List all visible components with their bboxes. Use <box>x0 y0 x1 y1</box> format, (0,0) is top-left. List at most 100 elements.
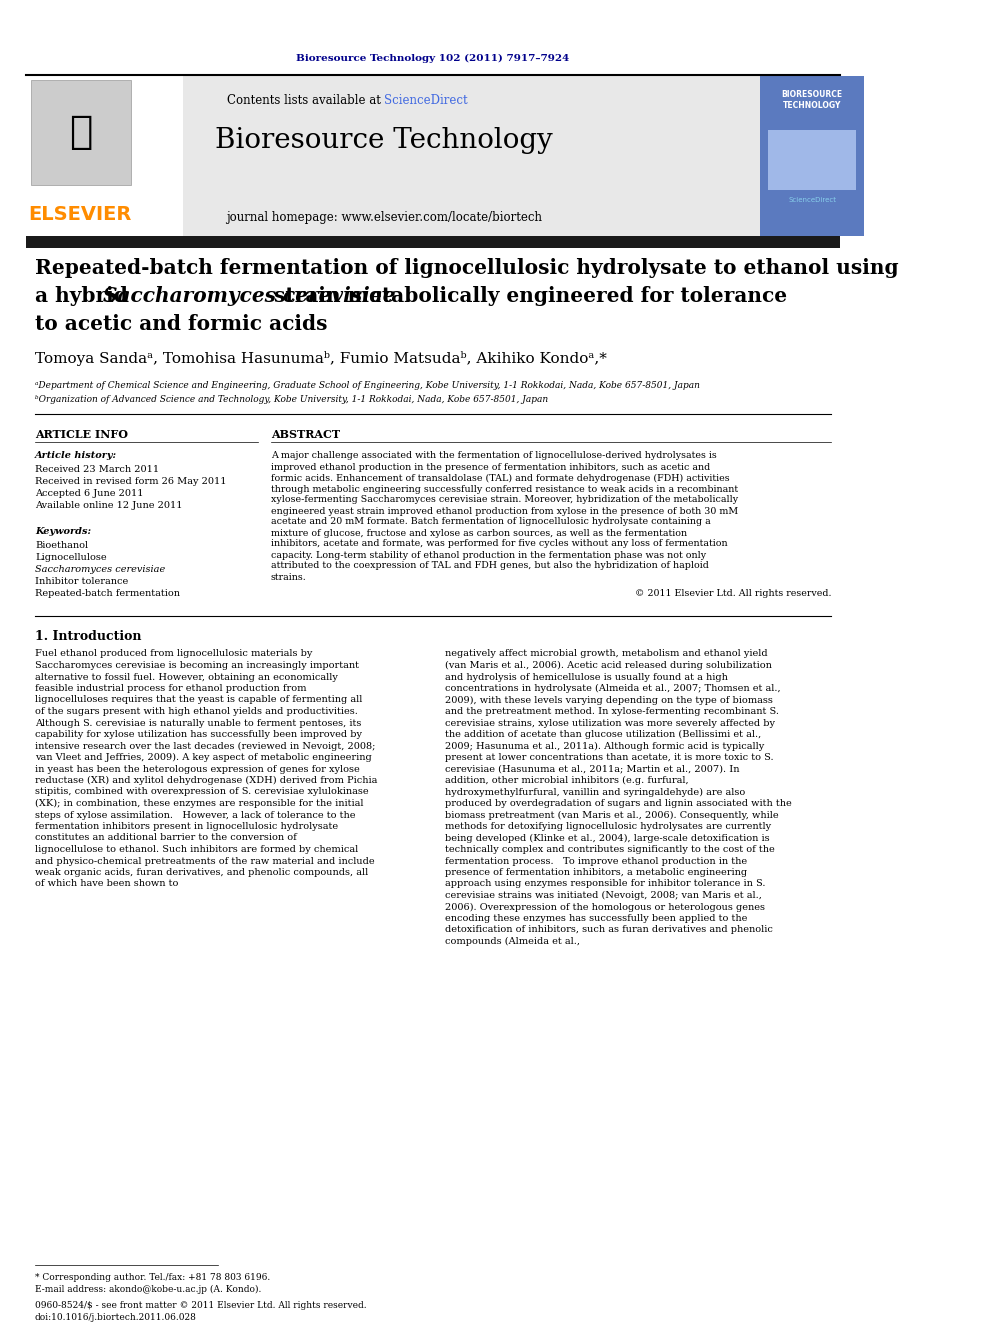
Text: strains.: strains. <box>271 573 307 582</box>
Text: Fuel ethanol produced from lignocellulosic materials by: Fuel ethanol produced from lignocellulos… <box>35 650 312 659</box>
Text: Keywords:: Keywords: <box>35 528 91 537</box>
Text: Received 23 March 2011: Received 23 March 2011 <box>35 466 159 475</box>
Bar <box>769 130 856 191</box>
Text: ELSEVIER: ELSEVIER <box>29 205 132 225</box>
Text: concentrations in hydrolysate (Almeida et al., 2007; Thomsen et al.,: concentrations in hydrolysate (Almeida e… <box>445 684 781 693</box>
Text: approach using enzymes responsible for inhibitor tolerance in S.: approach using enzymes responsible for i… <box>445 880 766 889</box>
Text: Bioresource Technology: Bioresource Technology <box>215 127 554 153</box>
Text: 0960-8524/$ - see front matter © 2011 Elsevier Ltd. All rights reserved.: 0960-8524/$ - see front matter © 2011 El… <box>35 1301 367 1310</box>
Text: inhibitors, acetate and formate, was performed for five cycles without any loss : inhibitors, acetate and formate, was per… <box>271 540 727 549</box>
Text: Saccharomyces cerevisiae is becoming an increasingly important: Saccharomyces cerevisiae is becoming an … <box>35 662 359 669</box>
Text: BIORESOURCE
TECHNOLOGY: BIORESOURCE TECHNOLOGY <box>782 90 842 110</box>
Text: Tomoya Sandaᵃ, Tomohisa Hasunumaᵇ, Fumio Matsudaᵇ, Akihiko Kondoᵃ,*: Tomoya Sandaᵃ, Tomohisa Hasunumaᵇ, Fumio… <box>35 351 607 365</box>
Text: constitutes an additional barrier to the conversion of: constitutes an additional barrier to the… <box>35 833 297 843</box>
Text: (van Maris et al., 2006). Acetic acid released during solubilization: (van Maris et al., 2006). Acetic acid re… <box>445 662 772 669</box>
Text: * Corresponding author. Tel./fax: +81 78 803 6196.: * Corresponding author. Tel./fax: +81 78… <box>35 1273 270 1282</box>
Bar <box>26 75 184 235</box>
Text: steps of xylose assimilation.   However, a lack of tolerance to the: steps of xylose assimilation. However, a… <box>35 811 355 819</box>
Text: ARTICLE INFO: ARTICLE INFO <box>35 429 128 439</box>
Text: through metabolic engineering successfully conferred resistance to weak acids in: through metabolic engineering successful… <box>271 484 738 493</box>
Text: Available online 12 June 2011: Available online 12 June 2011 <box>35 501 183 511</box>
Text: Contents lists available at: Contents lists available at <box>226 94 384 106</box>
Text: of the sugars present with high ethanol yields and productivities.: of the sugars present with high ethanol … <box>35 706 358 716</box>
Text: strain metabolically engineered for tolerance: strain metabolically engineered for tole… <box>267 286 788 306</box>
Text: biomass pretreatment (van Maris et al., 2006). Consequently, while: biomass pretreatment (van Maris et al., … <box>445 811 779 819</box>
Text: formic acids. Enhancement of transaldolase (TAL) and formate dehydrogenase (FDH): formic acids. Enhancement of transaldola… <box>271 474 729 483</box>
Text: improved ethanol production in the presence of fermentation inhibitors, such as : improved ethanol production in the prese… <box>271 463 710 471</box>
Text: xylose-fermenting Saccharomyces cerevisiae strain. Moreover, hybridization of th: xylose-fermenting Saccharomyces cerevisi… <box>271 496 738 504</box>
Text: ScienceDirect: ScienceDirect <box>384 94 468 106</box>
Text: a hybrid: a hybrid <box>35 286 135 306</box>
Bar <box>26 75 760 235</box>
Text: doi:10.1016/j.biortech.2011.06.028: doi:10.1016/j.biortech.2011.06.028 <box>35 1312 196 1322</box>
Text: lignocellulose to ethanol. Such inhibitors are formed by chemical: lignocellulose to ethanol. Such inhibito… <box>35 845 358 855</box>
Text: Inhibitor tolerance: Inhibitor tolerance <box>35 578 128 586</box>
Text: 2009; Hasunuma et al., 2011a). Although formic acid is typically: 2009; Hasunuma et al., 2011a). Although … <box>445 741 765 750</box>
Text: (XK); in combination, these enzymes are responsible for the initial: (XK); in combination, these enzymes are … <box>35 799 363 808</box>
Text: attributed to the coexpression of TAL and FDH genes, but also the hybridization : attributed to the coexpression of TAL an… <box>271 561 708 570</box>
Text: cerevisiae strains, xylose utilization was more severely affected by: cerevisiae strains, xylose utilization w… <box>445 718 776 728</box>
Text: technically complex and contributes significantly to the cost of the: technically complex and contributes sign… <box>445 845 775 855</box>
Text: the addition of acetate than glucose utilization (Bellissimi et al.,: the addition of acetate than glucose uti… <box>445 730 762 740</box>
Text: Repeated-batch fermentation of lignocellulosic hydrolysate to ethanol using: Repeated-batch fermentation of lignocell… <box>35 258 899 278</box>
Text: fermentation inhibitors present in lignocellulosic hydrolysate: fermentation inhibitors present in ligno… <box>35 822 338 831</box>
Text: alternative to fossil fuel. However, obtaining an economically: alternative to fossil fuel. However, obt… <box>35 672 338 681</box>
Text: compounds (Almeida et al.,: compounds (Almeida et al., <box>445 937 580 946</box>
Text: capability for xylose utilization has successfully been improved by: capability for xylose utilization has su… <box>35 730 362 740</box>
Text: and physico-chemical pretreatments of the raw material and include: and physico-chemical pretreatments of th… <box>35 856 375 865</box>
Text: Received in revised form 26 May 2011: Received in revised form 26 May 2011 <box>35 478 226 487</box>
Text: detoxification of inhibitors, such as furan derivatives and phenolic: detoxification of inhibitors, such as fu… <box>445 926 773 934</box>
Text: methods for detoxifying lignocellulosic hydrolysates are currently: methods for detoxifying lignocellulosic … <box>445 822 772 831</box>
Text: negatively affect microbial growth, metabolism and ethanol yield: negatively affect microbial growth, meta… <box>445 650 768 659</box>
Text: 2009), with these levels varying depending on the type of biomass: 2009), with these levels varying dependi… <box>445 696 773 705</box>
Text: van Vleet and Jeffries, 2009). A key aspect of metabolic engineering: van Vleet and Jeffries, 2009). A key asp… <box>35 753 372 762</box>
Text: mixture of glucose, fructose and xylose as carbon sources, as well as the fermen: mixture of glucose, fructose and xylose … <box>271 528 686 537</box>
Text: Repeated-batch fermentation: Repeated-batch fermentation <box>35 590 180 598</box>
Text: ᵃDepartment of Chemical Science and Engineering, Graduate School of Engineering,: ᵃDepartment of Chemical Science and Engi… <box>35 381 699 390</box>
Text: cerevisiae (Hasunuma et al., 2011a; Martin et al., 2007). In: cerevisiae (Hasunuma et al., 2011a; Mart… <box>445 765 740 774</box>
Bar <box>26 235 840 247</box>
Text: 1. Introduction: 1. Introduction <box>35 630 142 643</box>
Text: being developed (Klinke et al., 2004), large-scale detoxification is: being developed (Klinke et al., 2004), l… <box>445 833 770 843</box>
Bar <box>31 79 131 185</box>
Text: weak organic acids, furan derivatives, and phenolic compounds, all: weak organic acids, furan derivatives, a… <box>35 868 368 877</box>
Text: feasible industrial process for ethanol production from: feasible industrial process for ethanol … <box>35 684 307 693</box>
Text: addition, other microbial inhibitors (e.g. furfural,: addition, other microbial inhibitors (e.… <box>445 775 688 785</box>
Text: and the pretreatment method. In xylose-fermenting recombinant S.: and the pretreatment method. In xylose-f… <box>445 706 780 716</box>
Text: fermentation process.   To improve ethanol production in the: fermentation process. To improve ethanol… <box>445 856 747 865</box>
Text: lignocelluloses requires that the yeast is capable of fermenting all: lignocelluloses requires that the yeast … <box>35 696 362 705</box>
Text: capacity. Long-term stability of ethanol production in the fermentation phase wa: capacity. Long-term stability of ethanol… <box>271 550 705 560</box>
Text: cerevisiae strains was initiated (Nevoigt, 2008; van Maris et al.,: cerevisiae strains was initiated (Nevoig… <box>445 890 762 900</box>
Text: encoding these enzymes has successfully been applied to the: encoding these enzymes has successfully … <box>445 914 748 923</box>
Bar <box>760 75 864 235</box>
Text: Saccharomyces cerevisiae: Saccharomyces cerevisiae <box>35 565 166 574</box>
Text: reductase (XR) and xylitol dehydrogenase (XDH) derived from Pichia: reductase (XR) and xylitol dehydrogenase… <box>35 775 377 785</box>
Text: intensive research over the last decades (reviewed in Nevoigt, 2008;: intensive research over the last decades… <box>35 741 375 750</box>
Text: ABSTRACT: ABSTRACT <box>271 429 340 439</box>
Text: Although S. cerevisiae is naturally unable to ferment pentoses, its: Although S. cerevisiae is naturally unab… <box>35 718 361 728</box>
Text: presence of fermentation inhibitors, a metabolic engineering: presence of fermentation inhibitors, a m… <box>445 868 747 877</box>
Text: produced by overdegradation of sugars and lignin associated with the: produced by overdegradation of sugars an… <box>445 799 792 808</box>
Text: 🌳: 🌳 <box>68 112 92 151</box>
Text: and hydrolysis of hemicellulose is usually found at a high: and hydrolysis of hemicellulose is usual… <box>445 672 728 681</box>
Text: in yeast has been the heterologous expression of genes for xylose: in yeast has been the heterologous expre… <box>35 765 360 774</box>
Text: present at lower concentrations than acetate, it is more toxic to S.: present at lower concentrations than ace… <box>445 753 774 762</box>
Text: Article history:: Article history: <box>35 451 117 460</box>
Text: acetate and 20 mM formate. Batch fermentation of lignocellulosic hydrolysate con: acetate and 20 mM formate. Batch ferment… <box>271 517 710 527</box>
Text: Bioresource Technology 102 (2011) 7917–7924: Bioresource Technology 102 (2011) 7917–7… <box>297 53 569 62</box>
Text: ᵇOrganization of Advanced Science and Technology, Kobe University, 1-1 Rokkodai,: ᵇOrganization of Advanced Science and Te… <box>35 396 548 405</box>
Text: Bioethanol: Bioethanol <box>35 541 88 550</box>
Text: hydroxymethylfurfural, vanillin and syringaldehyde) are also: hydroxymethylfurfural, vanillin and syri… <box>445 787 746 796</box>
Text: Accepted 6 June 2011: Accepted 6 June 2011 <box>35 490 144 499</box>
Text: A major challenge associated with the fermentation of lignocellulose-derived hyd: A major challenge associated with the fe… <box>271 451 716 460</box>
Text: Lignocellulose: Lignocellulose <box>35 553 106 562</box>
Text: to acetic and formic acids: to acetic and formic acids <box>35 314 327 333</box>
Text: journal homepage: www.elsevier.com/locate/biortech: journal homepage: www.elsevier.com/locat… <box>226 212 543 225</box>
Text: engineered yeast strain improved ethanol production from xylose in the presence : engineered yeast strain improved ethanol… <box>271 507 738 516</box>
Text: of which have been shown to: of which have been shown to <box>35 880 179 889</box>
Text: Saccharomyces cerevisiae: Saccharomyces cerevisiae <box>103 286 396 306</box>
Text: stipitis, combined with overexpression of S. cerevisiae xylulokinase: stipitis, combined with overexpression o… <box>35 787 369 796</box>
Text: ScienceDirect: ScienceDirect <box>788 197 836 202</box>
Text: 2006). Overexpression of the homologous or heterologous genes: 2006). Overexpression of the homologous … <box>445 902 765 912</box>
Text: E-mail address: akondo@kobe-u.ac.jp (A. Kondo).: E-mail address: akondo@kobe-u.ac.jp (A. … <box>35 1285 261 1294</box>
